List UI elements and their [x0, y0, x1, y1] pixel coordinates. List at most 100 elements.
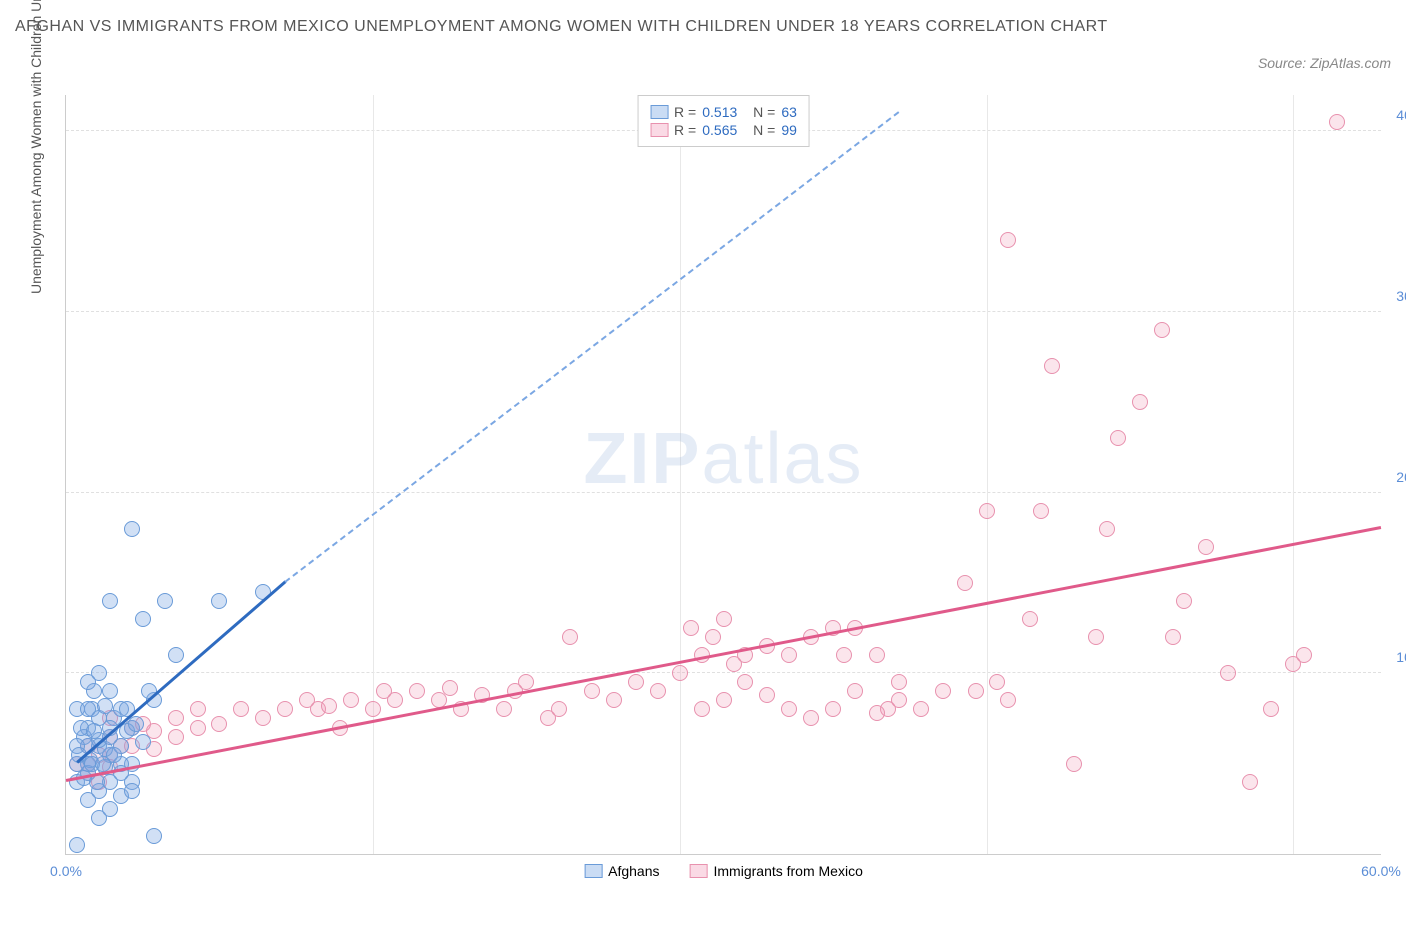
scatter-point — [95, 756, 111, 772]
legend-n-value: 99 — [781, 122, 797, 138]
scatter-point — [135, 734, 151, 750]
scatter-point — [102, 801, 118, 817]
gridline-h — [66, 672, 1381, 673]
y-axis-label: Unemployment Among Women with Children U… — [28, 0, 44, 294]
scatter-point — [233, 701, 249, 717]
scatter-point — [365, 701, 381, 717]
scatter-point — [1220, 665, 1236, 681]
watermark-bold: ZIP — [583, 419, 701, 499]
scatter-point — [694, 701, 710, 717]
source-label: Source: ZipAtlas.com — [1258, 55, 1391, 71]
scatter-point — [387, 692, 403, 708]
gridline-h — [66, 311, 1381, 312]
scatter-point — [1000, 232, 1016, 248]
legend-bottom: Afghans Immigrants from Mexico — [584, 863, 863, 879]
scatter-point — [124, 521, 140, 537]
scatter-point — [683, 620, 699, 636]
chart-container: AFGHAN VS IMMIGRANTS FROM MEXICO UNEMPLO… — [15, 15, 1391, 915]
legend-n-value: 63 — [781, 104, 797, 120]
scatter-point — [891, 674, 907, 690]
scatter-point — [343, 692, 359, 708]
scatter-point — [409, 683, 425, 699]
scatter-point — [80, 674, 96, 690]
scatter-point — [69, 837, 85, 853]
scatter-point — [1099, 521, 1115, 537]
scatter-point — [211, 593, 227, 609]
scatter-point — [737, 674, 753, 690]
scatter-point — [168, 710, 184, 726]
scatter-point — [168, 729, 184, 745]
scatter-point — [716, 692, 732, 708]
scatter-point — [705, 629, 721, 645]
scatter-point — [628, 674, 644, 690]
gridline-h — [66, 492, 1381, 493]
scatter-point — [1044, 358, 1060, 374]
scatter-point — [836, 647, 852, 663]
legend-swatch-pink — [690, 864, 708, 878]
chart-title: AFGHAN VS IMMIGRANTS FROM MEXICO UNEMPLO… — [15, 15, 1115, 39]
scatter-point — [1263, 701, 1279, 717]
scatter-point — [518, 674, 534, 690]
scatter-point — [124, 783, 140, 799]
xtick-label: 60.0% — [1361, 863, 1401, 879]
legend-swatch-pink — [650, 123, 668, 137]
scatter-point — [1033, 503, 1049, 519]
scatter-point — [1296, 647, 1312, 663]
scatter-point — [1329, 114, 1345, 130]
legend-row: R = 0.513 N = 63 — [650, 104, 797, 120]
gridline-v — [680, 95, 681, 854]
scatter-point — [277, 701, 293, 717]
scatter-point — [190, 701, 206, 717]
scatter-point — [146, 828, 162, 844]
scatter-point — [606, 692, 622, 708]
scatter-point — [968, 683, 984, 699]
scatter-point — [716, 611, 732, 627]
scatter-point — [781, 701, 797, 717]
scatter-point — [135, 611, 151, 627]
ytick-label: 20.0% — [1396, 469, 1406, 485]
trend-line — [66, 526, 1381, 781]
scatter-point — [847, 683, 863, 699]
trend-line — [285, 111, 900, 582]
scatter-point — [321, 698, 337, 714]
scatter-point — [1198, 539, 1214, 555]
scatter-point — [80, 701, 96, 717]
watermark-light: atlas — [701, 419, 863, 499]
legend-swatch-blue — [650, 105, 668, 119]
legend-item: Afghans — [584, 863, 659, 879]
watermark: ZIPatlas — [583, 418, 863, 500]
scatter-point — [935, 683, 951, 699]
scatter-point — [496, 701, 512, 717]
scatter-point — [1176, 593, 1192, 609]
scatter-point — [1242, 774, 1258, 790]
legend-top: R = 0.513 N = 63 R = 0.565 N = 99 — [637, 95, 810, 147]
scatter-point — [157, 593, 173, 609]
scatter-point — [584, 683, 600, 699]
ytick-label: 40.0% — [1396, 107, 1406, 123]
legend-r-value: 0.565 — [702, 122, 737, 138]
gridline-v — [1293, 95, 1294, 854]
scatter-point — [979, 503, 995, 519]
scatter-point — [672, 665, 688, 681]
scatter-point — [913, 701, 929, 717]
legend-item: Immigrants from Mexico — [690, 863, 863, 879]
scatter-point — [759, 687, 775, 703]
legend-label: Afghans — [608, 863, 659, 879]
scatter-point — [1088, 629, 1104, 645]
scatter-point — [442, 680, 458, 696]
scatter-point — [562, 629, 578, 645]
scatter-point — [168, 647, 184, 663]
scatter-point — [1022, 611, 1038, 627]
scatter-point — [1110, 430, 1126, 446]
legend-r-label: R = — [674, 122, 696, 138]
scatter-point — [650, 683, 666, 699]
legend-label: Immigrants from Mexico — [714, 863, 863, 879]
scatter-point — [97, 698, 113, 714]
scatter-point — [989, 674, 1005, 690]
scatter-point — [1154, 322, 1170, 338]
scatter-point — [957, 575, 973, 591]
ytick-label: 30.0% — [1396, 288, 1406, 304]
ytick-label: 10.0% — [1396, 649, 1406, 665]
scatter-point — [825, 701, 841, 717]
xtick-label: 0.0% — [50, 863, 82, 879]
